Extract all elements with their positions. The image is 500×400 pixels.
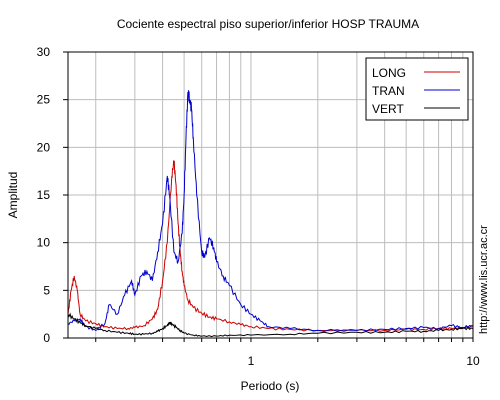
y-tick-label: 5 <box>43 283 50 297</box>
legend: LONG TRAN VERT <box>365 57 469 121</box>
y-tick-label: 15 <box>37 188 51 202</box>
x-axis-label: Periodo (s) <box>241 379 300 393</box>
series-line-long <box>67 159 474 332</box>
source-url-text: http://www.lis.ucr.ac.cr <box>478 225 490 334</box>
legend-label-tran: TRAN <box>372 84 405 98</box>
series-line-tran <box>67 90 474 332</box>
y-axis-label: Amplitud <box>6 172 20 219</box>
legend-label-vert: VERT <box>372 102 404 116</box>
y-tick-label: 10 <box>37 236 51 250</box>
y-tick-label: 30 <box>37 45 51 59</box>
series-line-vert <box>67 312 474 338</box>
series-lines <box>67 90 474 338</box>
x-tick-label: 10 <box>466 354 480 368</box>
y-tick-label: 20 <box>37 140 51 154</box>
legend-box <box>365 57 469 121</box>
y-tick-label: 0 <box>43 331 50 345</box>
chart-title: Cociente espectral piso superior/inferio… <box>117 17 419 31</box>
y-tick-label: 25 <box>37 93 51 107</box>
axis-ticks: 0 5 10 15 20 25 30 1 10 <box>37 45 480 368</box>
legend-label-long: LONG <box>372 66 406 80</box>
x-tick-label: 1 <box>248 354 255 368</box>
